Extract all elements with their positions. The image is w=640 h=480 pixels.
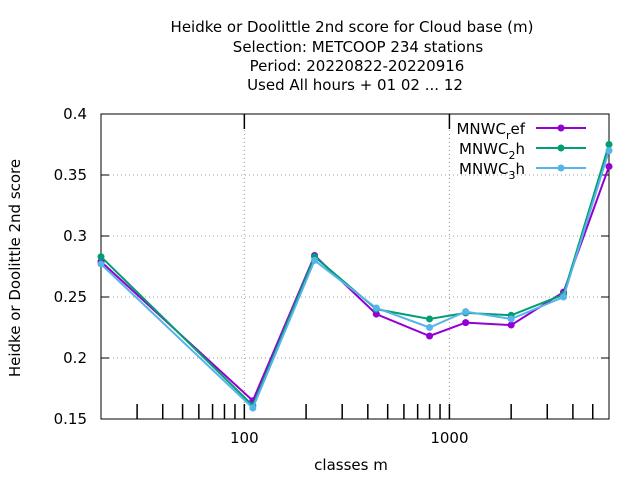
y-axis: 0.15 0.2 0.25 0.3 0.35 0.4 [54,105,609,428]
y-tick-label: 0.25 [54,288,87,306]
title-line-3: Period: 20220822-20220916 [250,57,465,75]
legend-label: MNWC3h [459,160,525,182]
y-tick-label: 0.15 [54,410,87,428]
grid [101,114,609,419]
data-point [462,319,470,327]
legend-marker [557,124,565,132]
legend-marker [557,144,565,152]
series-line [100,144,610,408]
data-point [426,324,434,331]
data-point [426,332,434,340]
y-tick-label: 0.35 [54,166,87,184]
data-point [507,315,515,323]
data-point [372,304,380,312]
x-axis-label: classes m [314,456,388,474]
data-point [97,260,105,268]
data-point [605,147,613,155]
y-axis-label: Heidke or Doolittle 2nd score [6,159,24,377]
legend-label: MNWC2h [459,140,525,162]
x-minor-ticks [136,404,594,419]
y-tick-label: 0.3 [63,227,87,245]
title-line-1: Heidke or Doolittle 2nd score for Cloud … [171,18,534,36]
series-line [100,166,610,403]
legend-label: MNWCref [456,120,525,142]
data-point [311,256,319,264]
x-tick-label: 100 [230,429,259,447]
plot-frame [100,113,610,420]
data-point [372,310,380,318]
x-axis: 100 1000 [230,114,469,447]
data-point [605,162,613,170]
y-tick-label: 0.4 [63,105,87,123]
series-lines [97,141,613,412]
series-line [100,150,610,410]
data-point [507,321,515,329]
data-point [462,308,470,316]
title-line-2: Selection: METCOOP 234 stations [233,38,484,56]
data-point [426,315,434,323]
data-point [97,253,105,261]
legend-marker [557,164,565,172]
data-point [249,404,257,412]
y-tick-label: 0.2 [63,349,87,367]
x-tick-label: 1000 [430,429,468,447]
title-line-4: Used All hours + 01 02 ... 12 [247,76,463,94]
chart-title: Heidke or Doolittle 2nd score for Cloud … [171,18,534,94]
data-point [605,141,613,148]
data-point [560,293,568,301]
